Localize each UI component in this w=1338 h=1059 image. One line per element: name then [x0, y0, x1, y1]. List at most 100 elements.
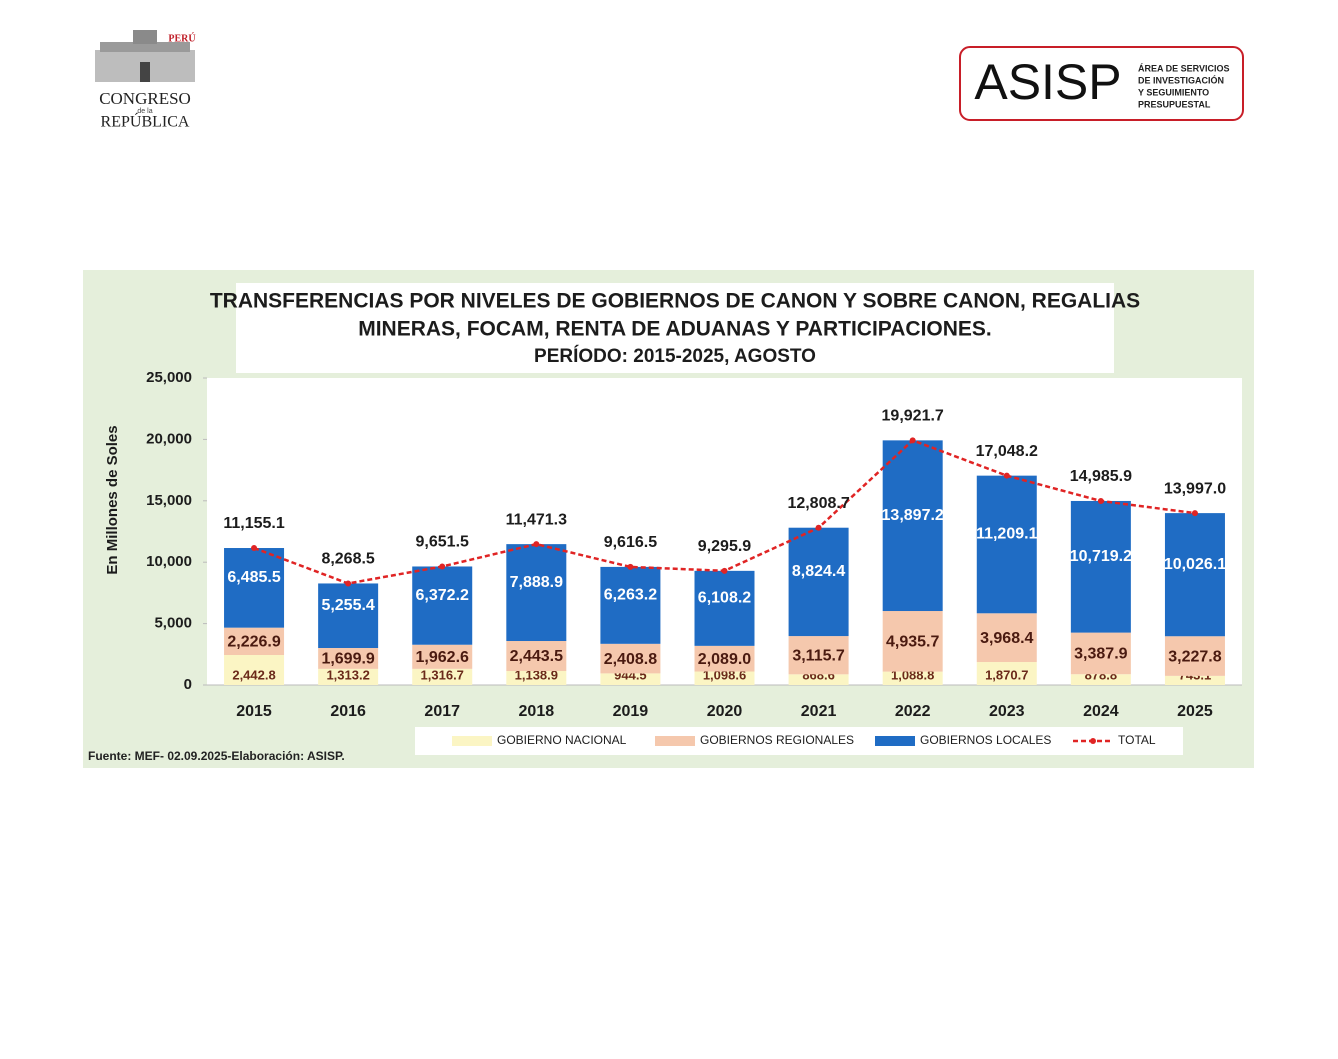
total-marker	[1003, 472, 1010, 479]
data-label: 2,442.8	[232, 667, 275, 682]
total-label: 11,471.3	[506, 511, 568, 528]
legend-swatch	[875, 736, 915, 746]
bar-segment	[788, 674, 849, 685]
bar-segment	[1070, 500, 1131, 633]
badge-line: ÁREA DE SERVICIOS	[1138, 63, 1230, 73]
legend-label: GOBIERNOS REGIONALES	[700, 733, 854, 747]
bar-segment	[506, 544, 567, 642]
building-roof	[100, 42, 190, 52]
source-note: Fuente: MEF- 02.09.2025-Elaboración: ASI…	[88, 749, 345, 763]
bar-segment	[788, 527, 849, 637]
asisp-badge: ASISP ÁREA DE SERVICIOS DE INVESTIGACIÓN…	[959, 46, 1244, 121]
chart-title: MINERAS, FOCAM, RENTA DE ADUANAS Y PARTI…	[358, 318, 992, 341]
x-tick-label: 2019	[613, 703, 649, 720]
legend-label: TOTAL	[1118, 733, 1156, 747]
legend-label: GOBIERNOS LOCALES	[920, 733, 1051, 747]
data-label: 7,888.9	[510, 574, 563, 591]
logo-country: PERÚ	[168, 32, 195, 44]
x-tick-label: 2018	[519, 703, 555, 720]
bar-segment	[1070, 632, 1131, 675]
bar-segment	[694, 645, 755, 672]
total-marker	[909, 437, 916, 444]
bar-segment	[1164, 513, 1225, 637]
data-label: 10,026.1	[1164, 556, 1226, 573]
building-door	[140, 62, 150, 82]
data-label: 2,408.8	[604, 651, 657, 668]
total-label: 8,268.5	[321, 551, 374, 568]
data-label: 13,897.2	[882, 507, 944, 524]
bar-segment	[224, 627, 285, 656]
data-label: 1,962.6	[416, 649, 469, 666]
bar-segment	[882, 611, 943, 672]
logo-line1: CONGRESO	[99, 89, 191, 108]
data-label: 6,372.2	[416, 587, 469, 604]
congreso-logo: PERÚ CONGRESO de la REPÚBLICA	[95, 30, 196, 131]
x-tick-label: 2023	[989, 703, 1025, 720]
data-label: 2,226.9	[227, 634, 280, 651]
data-label: 2,443.5	[510, 648, 563, 665]
data-label: 3,968.4	[980, 630, 1033, 647]
total-label: 14,985.9	[1070, 468, 1132, 485]
total-marker	[721, 567, 728, 574]
bar-segment	[412, 668, 473, 685]
total-label: 13,997.0	[1164, 480, 1226, 497]
badge-line: PRESUPUESTAL	[1138, 99, 1211, 109]
data-label: 2,089.0	[698, 651, 751, 668]
bar-segment	[224, 655, 285, 685]
data-label: 1,699.9	[321, 651, 374, 668]
bar-segment	[600, 673, 661, 685]
chart-subtitle: PERÍODO: 2015-2025, AGOSTO	[534, 345, 816, 367]
badge-frame	[959, 46, 1244, 121]
data-label: 8,824.4	[792, 563, 845, 580]
data-label: 4,935.7	[886, 634, 939, 651]
data-label: 11,209.1	[976, 526, 1038, 543]
data-label: 6,263.2	[604, 587, 657, 604]
data-label: 3,387.9	[1074, 646, 1127, 663]
badge-line: Y SEGUIMIENTO	[1138, 87, 1209, 97]
x-tick-label: 2020	[707, 703, 743, 720]
data-label: 3,115.7	[792, 647, 845, 664]
y-tick-label: 25,000	[146, 369, 192, 386]
data-label: 3,227.8	[1168, 648, 1221, 665]
data-label: 6,485.5	[227, 569, 280, 586]
building-tower	[133, 30, 157, 44]
total-label: 17,048.2	[976, 443, 1038, 460]
legend-swatch	[655, 736, 695, 746]
data-label: 1,870.7	[985, 667, 1028, 682]
total-label: 11,155.1	[223, 515, 285, 532]
bar-segment	[694, 570, 755, 646]
x-tick-label: 2015	[236, 703, 272, 720]
total-label: 12,808.7	[787, 495, 849, 512]
y-tick-label: 20,000	[146, 430, 192, 447]
logo-line3: REPÚBLICA	[101, 112, 190, 131]
legend-swatch	[1090, 738, 1096, 744]
x-tick-label: 2016	[330, 703, 366, 720]
data-label: 1,138.9	[515, 667, 558, 682]
data-label: 1,313.2	[326, 667, 369, 682]
badge-line: DE INVESTIGACIÓN	[1138, 74, 1224, 85]
bar-segment	[318, 583, 379, 648]
y-tick-label: 0	[184, 676, 192, 693]
chart-marks: 0 5,000 10,000 15,000 20,000 25,000 2015 2016 20…	[146, 369, 1242, 747]
chart-title: TRANSFERENCIAS POR NIVELES DE GOBIERNOS …	[210, 290, 1140, 313]
bar-segment	[412, 644, 473, 669]
x-tick-label: 2024	[1083, 703, 1119, 720]
bar-segment	[1070, 674, 1131, 685]
x-tick-label: 2025	[1177, 703, 1213, 720]
logo-line2: de la	[137, 108, 152, 115]
y-axis-label: En Millones de Soles	[104, 425, 121, 574]
bar-segment	[976, 662, 1037, 685]
bar-segment	[318, 647, 379, 669]
total-marker	[627, 563, 634, 570]
x-tick-label: 2021	[801, 703, 837, 720]
y-tick-label: 5,000	[154, 615, 192, 632]
bar-segment	[506, 671, 567, 685]
legend-label: GOBIERNO NACIONAL	[497, 733, 627, 747]
bar-segment	[976, 613, 1037, 663]
bar-segment	[976, 475, 1037, 614]
data-label: 10,719.2	[1070, 548, 1132, 565]
total-marker	[815, 524, 822, 531]
x-tick-label: 2022	[895, 703, 931, 720]
